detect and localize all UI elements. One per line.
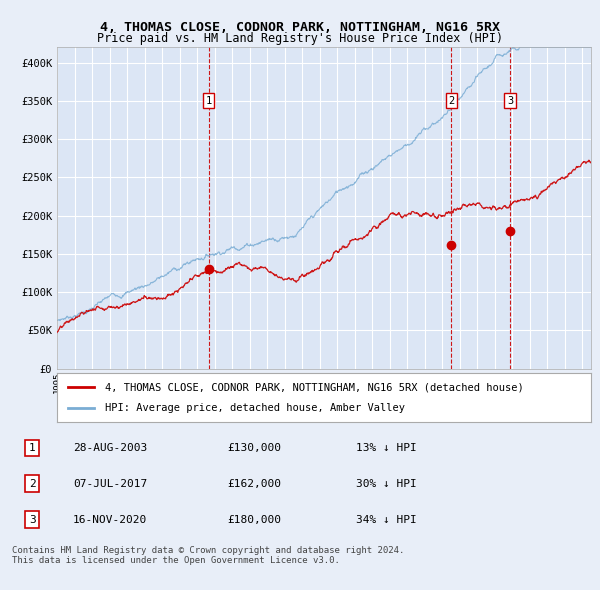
- Text: 4, THOMAS CLOSE, CODNOR PARK, NOTTINGHAM, NG16 5RX (detached house): 4, THOMAS CLOSE, CODNOR PARK, NOTTINGHAM…: [105, 382, 524, 392]
- Text: 3: 3: [507, 96, 513, 106]
- Text: HPI: Average price, detached house, Amber Valley: HPI: Average price, detached house, Ambe…: [105, 404, 405, 414]
- Text: 2: 2: [29, 479, 35, 489]
- Text: 13% ↓ HPI: 13% ↓ HPI: [356, 443, 417, 453]
- Text: Price paid vs. HM Land Registry's House Price Index (HPI): Price paid vs. HM Land Registry's House …: [97, 32, 503, 45]
- Text: Contains HM Land Registry data © Crown copyright and database right 2024.
This d: Contains HM Land Registry data © Crown c…: [12, 546, 404, 565]
- Text: 3: 3: [29, 514, 35, 525]
- Text: 07-JUL-2017: 07-JUL-2017: [73, 479, 147, 489]
- Text: 1: 1: [29, 443, 35, 453]
- Text: 30% ↓ HPI: 30% ↓ HPI: [356, 479, 417, 489]
- Text: 2: 2: [448, 96, 454, 106]
- Text: 28-AUG-2003: 28-AUG-2003: [73, 443, 147, 453]
- Text: £162,000: £162,000: [227, 479, 281, 489]
- Text: 1: 1: [205, 96, 212, 106]
- Text: £180,000: £180,000: [227, 514, 281, 525]
- Text: 34% ↓ HPI: 34% ↓ HPI: [356, 514, 417, 525]
- Text: £130,000: £130,000: [227, 443, 281, 453]
- Text: 16-NOV-2020: 16-NOV-2020: [73, 514, 147, 525]
- Text: 4, THOMAS CLOSE, CODNOR PARK, NOTTINGHAM, NG16 5RX: 4, THOMAS CLOSE, CODNOR PARK, NOTTINGHAM…: [100, 21, 500, 34]
